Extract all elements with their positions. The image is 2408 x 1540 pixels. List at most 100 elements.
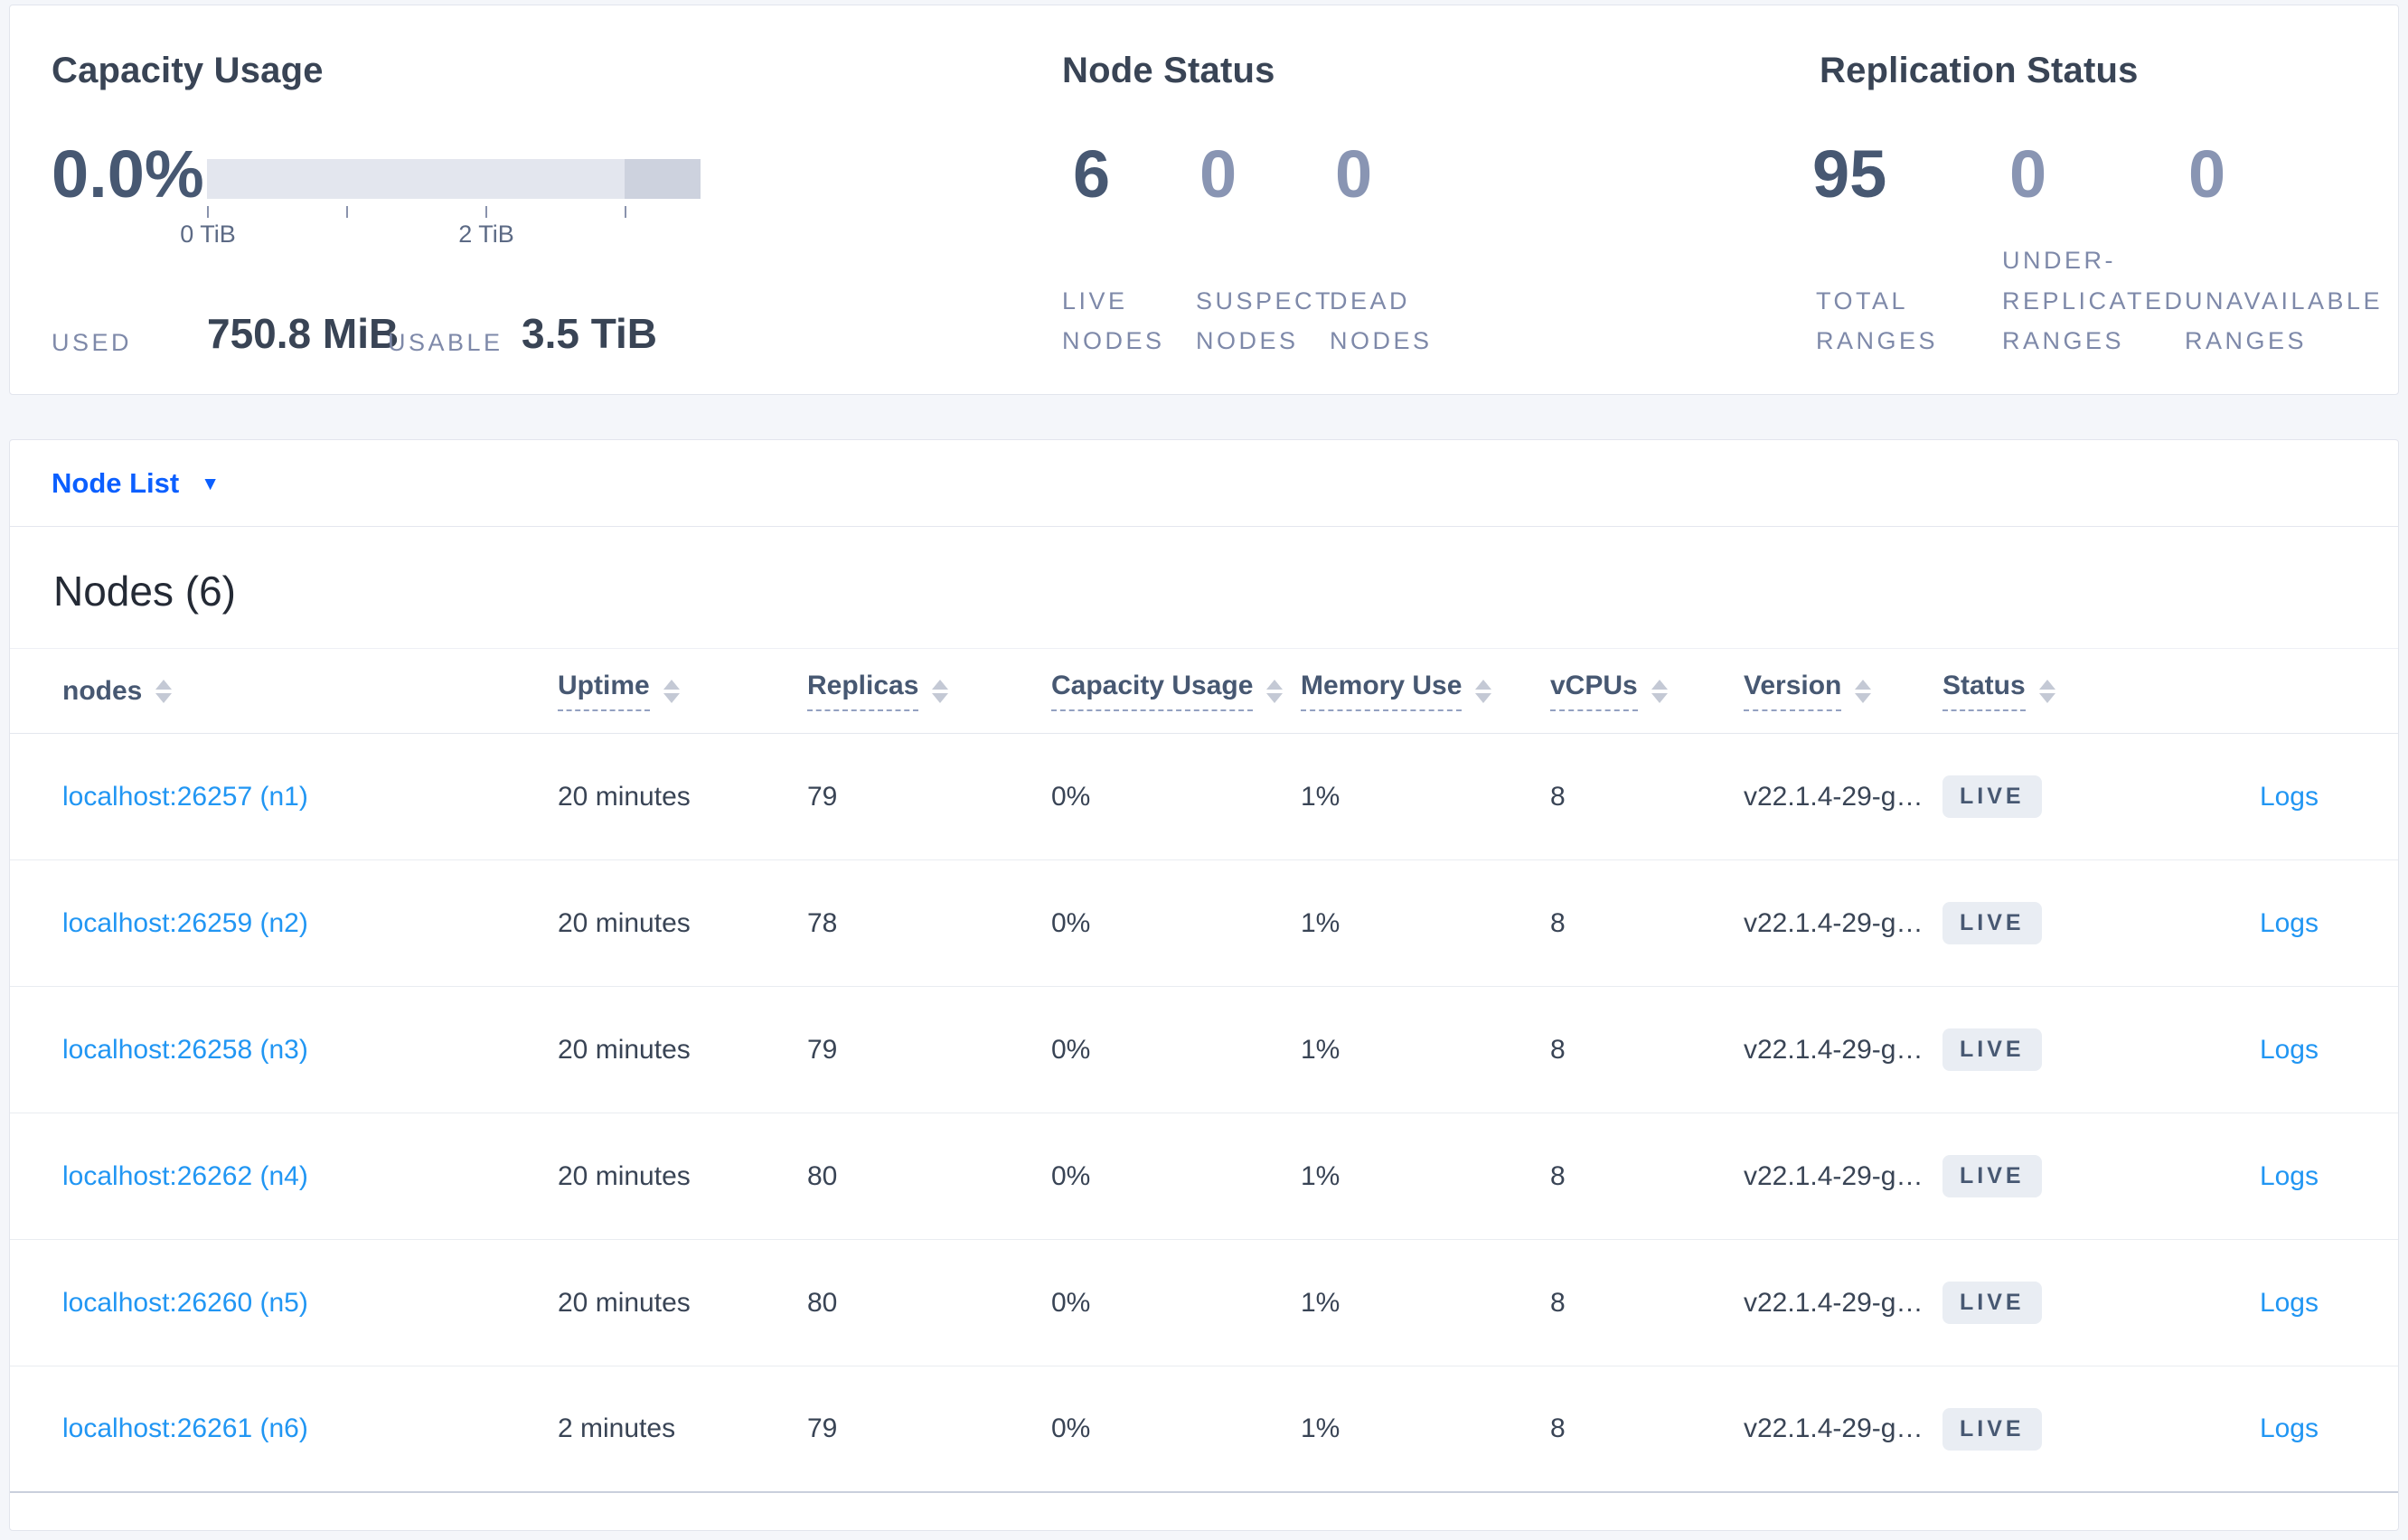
vcpus-cell: 8 — [1550, 1413, 1566, 1443]
status-badge: LIVE — [1942, 1028, 2042, 1071]
capacity-cell: 0% — [1051, 1287, 1091, 1318]
total-ranges-label: TOTAL RANGES — [1816, 286, 1939, 355]
column-header-nodes[interactable]: nodes — [62, 676, 558, 707]
logs-link[interactable]: Logs — [2259, 907, 2319, 938]
memory-cell: 1% — [1301, 1413, 1340, 1443]
uptime-cell: 20 minutes — [558, 907, 691, 938]
under-replicated-count: 0 — [2009, 136, 2047, 211]
capacity-cell: 0% — [1051, 1034, 1091, 1065]
replicas-cell: 79 — [807, 781, 838, 812]
live-nodes-count: 6 — [1073, 136, 1111, 211]
logs-link[interactable]: Logs — [2259, 1413, 2319, 1443]
replicas-cell: 80 — [807, 1287, 838, 1318]
column-header-capacity[interactable]: Capacity Usage — [1051, 671, 1301, 711]
status-badge: LIVE — [1942, 1407, 2042, 1451]
node-link[interactable]: localhost:26258 (n3) — [62, 1034, 308, 1065]
cluster-summary-panel: Capacity Usage 0.0% 0 TiB 2 TiB USED 750… — [9, 5, 2399, 395]
memory-cell: 1% — [1301, 1034, 1340, 1065]
table-row: localhost:26259 (n2) 20 minutes 78 0% 1%… — [10, 860, 2398, 987]
node-link[interactable]: localhost:26261 (n6) — [62, 1413, 308, 1443]
capacity-cell: 0% — [1051, 1160, 1091, 1191]
node-link[interactable]: localhost:26260 (n5) — [62, 1287, 308, 1318]
node-link[interactable]: localhost:26259 (n2) — [62, 907, 308, 938]
sort-icon[interactable] — [155, 679, 173, 703]
dead-nodes-count: 0 — [1335, 136, 1373, 211]
table-row: localhost:26260 (n5) 20 minutes 80 0% 1%… — [10, 1240, 2398, 1366]
axis-tick-label: 0 TiB — [180, 221, 236, 248]
total-ranges-count: 95 — [1812, 136, 1887, 211]
column-header-vcpus[interactable]: vCPUs — [1550, 671, 1744, 711]
sort-icon[interactable] — [1266, 679, 1284, 703]
suspect-nodes-count: 0 — [1199, 136, 1237, 211]
replication-status-title: Replication Status — [1820, 51, 2139, 90]
table-header-row: nodes Uptime Replicas Capacity Usage Mem… — [10, 648, 2398, 734]
replicas-cell: 78 — [807, 907, 838, 938]
usable-value: 3.5 TiB — [522, 310, 657, 357]
memory-cell: 1% — [1301, 781, 1340, 812]
suspect-nodes-label: SUSPECT NODES — [1196, 286, 1334, 355]
capacity-bar-other-segment — [625, 159, 701, 199]
vcpus-cell: 8 — [1550, 1160, 1566, 1191]
memory-cell: 1% — [1301, 907, 1340, 938]
capacity-cell: 0% — [1051, 1413, 1091, 1443]
logs-link[interactable]: Logs — [2259, 1287, 2319, 1318]
capacity-usage-title: Capacity Usage — [52, 51, 324, 90]
axis-tick — [625, 206, 626, 218]
axis-tick — [207, 206, 209, 218]
node-status-title: Node Status — [1062, 51, 1275, 90]
axis-tick — [346, 206, 348, 218]
under-replicated-label: UNDER- REPLICATED RANGES — [2002, 247, 2186, 355]
status-badge: LIVE — [1942, 902, 2042, 944]
capacity-cell: 0% — [1051, 907, 1091, 938]
version-cell: v22.1.4-29-g… — [1744, 1413, 1924, 1443]
table-row: localhost:26262 (n4) 20 minutes 80 0% 1%… — [10, 1113, 2398, 1240]
sort-icon[interactable] — [1651, 679, 1668, 703]
axis-tick-label: 2 TiB — [458, 221, 514, 248]
status-badge: LIVE — [1942, 1282, 2042, 1324]
dead-nodes-label: DEAD NODES — [1330, 286, 1433, 355]
sort-icon[interactable] — [663, 679, 680, 703]
column-header-version[interactable]: Version — [1744, 671, 1942, 711]
capacity-usage-bar — [207, 159, 701, 199]
unavailable-label: UNAVAILABLE RANGES — [2185, 286, 2384, 355]
version-cell: v22.1.4-29-g… — [1744, 1287, 1924, 1318]
node-link[interactable]: localhost:26262 (n4) — [62, 1160, 308, 1191]
column-header-replicas[interactable]: Replicas — [807, 671, 1051, 711]
vcpus-cell: 8 — [1550, 1287, 1566, 1318]
used-value: 750.8 MiB — [207, 310, 400, 357]
uptime-cell: 20 minutes — [558, 1287, 691, 1318]
axis-tick — [485, 206, 487, 218]
logs-link[interactable]: Logs — [2259, 781, 2319, 812]
logs-link[interactable]: Logs — [2259, 1034, 2319, 1065]
replicas-cell: 80 — [807, 1160, 838, 1191]
memory-cell: 1% — [1301, 1287, 1340, 1318]
table-row: localhost:26261 (n6) 2 minutes 79 0% 1% … — [10, 1366, 2398, 1493]
column-header-status[interactable]: Status — [1942, 671, 2125, 711]
version-cell: v22.1.4-29-g… — [1744, 1034, 1924, 1065]
node-link[interactable]: localhost:26257 (n1) — [62, 781, 308, 812]
uptime-cell: 20 minutes — [558, 1160, 691, 1191]
uptime-cell: 20 minutes — [558, 1034, 691, 1065]
table-row: localhost:26257 (n1) 20 minutes 79 0% 1%… — [10, 734, 2398, 860]
column-header-uptime[interactable]: Uptime — [558, 671, 807, 711]
nodes-table-title: Nodes (6) — [53, 568, 236, 615]
vcpus-cell: 8 — [1550, 781, 1566, 812]
usable-label: USABLE — [388, 329, 503, 356]
logs-link[interactable]: Logs — [2259, 1160, 2319, 1191]
replicas-cell: 79 — [807, 1034, 838, 1065]
version-cell: v22.1.4-29-g… — [1744, 907, 1924, 938]
status-badge: LIVE — [1942, 1155, 2042, 1197]
uptime-cell: 20 minutes — [558, 781, 691, 812]
sort-icon[interactable] — [1475, 679, 1492, 703]
memory-cell: 1% — [1301, 1160, 1340, 1191]
node-list-dropdown[interactable]: Node List — [52, 466, 180, 499]
column-header-memory[interactable]: Memory Use — [1301, 671, 1550, 711]
sort-icon[interactable] — [2038, 679, 2055, 703]
capacity-usage-percent: 0.0% — [52, 136, 204, 211]
replicas-cell: 79 — [807, 1413, 838, 1443]
sort-icon[interactable] — [1855, 679, 1872, 703]
sort-icon[interactable] — [932, 679, 949, 703]
capacity-cell: 0% — [1051, 781, 1091, 812]
vcpus-cell: 8 — [1550, 1034, 1566, 1065]
chevron-down-icon[interactable]: ▼ — [201, 473, 221, 494]
